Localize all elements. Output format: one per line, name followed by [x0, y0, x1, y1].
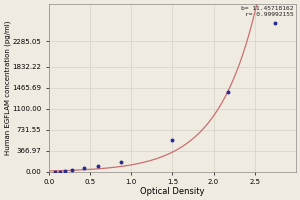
- Point: [52, 170, 57, 173]
- Point: [226, 90, 231, 93]
- Point: [70, 168, 74, 172]
- Point: [119, 160, 124, 163]
- Point: [96, 164, 101, 168]
- Point: [57, 170, 62, 173]
- Point: [63, 169, 68, 173]
- X-axis label: Optical Density: Optical Density: [140, 187, 205, 196]
- Text: b= 11.45718162
r= 0.99992155: b= 11.45718162 r= 0.99992155: [241, 6, 293, 17]
- Point: [170, 139, 175, 142]
- Point: [81, 167, 86, 170]
- Y-axis label: Human EGFLAM concentration (pg/ml): Human EGFLAM concentration (pg/ml): [4, 21, 11, 155]
- Point: [273, 21, 278, 25]
